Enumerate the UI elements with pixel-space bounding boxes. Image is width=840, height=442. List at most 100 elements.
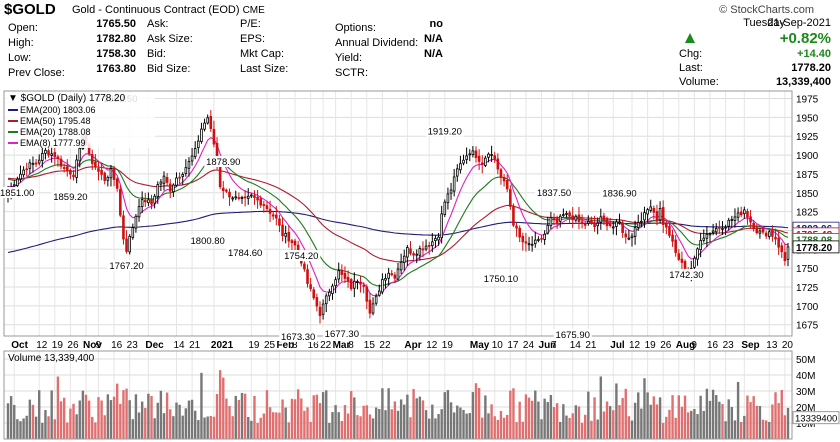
candle-body — [714, 228, 718, 233]
stat-label: Prev Close: — [8, 67, 65, 79]
volume-bar — [62, 397, 66, 439]
volume-bar — [69, 408, 72, 439]
volume-bar — [549, 394, 553, 439]
candle-body — [119, 189, 122, 216]
volume-bar — [243, 393, 247, 439]
time-tick-label: 22 — [379, 340, 391, 351]
volume-bar — [178, 404, 181, 439]
price-tick-label: 1675 — [796, 321, 819, 332]
annotation-bg — [51, 190, 90, 202]
volume-bar — [783, 415, 787, 439]
candle-body — [212, 128, 216, 145]
volume-bar — [156, 402, 159, 439]
candle-body — [434, 238, 437, 242]
candle-body — [537, 239, 540, 241]
time-tick-label: 19 — [442, 340, 454, 351]
volume-bar — [272, 412, 275, 439]
candle-body — [109, 168, 113, 179]
volume-bar — [203, 417, 206, 439]
volume-tick-label: 20M — [796, 403, 815, 414]
candle-body — [443, 201, 447, 215]
candle-body — [406, 247, 409, 258]
time-tick-label: 19 — [645, 340, 657, 351]
candle-body — [203, 122, 206, 130]
volume-bar — [543, 398, 546, 439]
volume-bar — [19, 421, 22, 439]
time-tick-label: 16 — [308, 340, 320, 351]
volume-bar — [534, 390, 537, 439]
exchange: CME — [242, 5, 265, 16]
volume-bar — [671, 395, 674, 439]
volume-bar — [162, 413, 166, 439]
candle-body — [193, 148, 197, 157]
candle-body — [602, 215, 606, 221]
volume-bar — [646, 392, 649, 439]
candle-body — [200, 128, 203, 142]
legend-entry: EMA(8) 1777.99 — [20, 138, 86, 148]
volume-bar — [630, 420, 634, 439]
volume-bar — [140, 401, 144, 439]
stat-value: N/A — [424, 33, 443, 45]
volume-bar — [474, 383, 478, 439]
candle-body — [271, 214, 275, 217]
candle-body — [749, 216, 752, 223]
candle-body — [661, 207, 665, 225]
volume-value: 13,339,400 — [775, 76, 831, 88]
candle-body — [724, 226, 727, 229]
price-tick-label: 1700 — [796, 302, 819, 313]
candle-body — [574, 215, 578, 221]
volume-bar — [256, 422, 259, 439]
volume-bar — [284, 407, 287, 439]
volume-bar — [53, 419, 56, 439]
volume-bar — [187, 400, 191, 439]
volume-bar — [56, 376, 60, 439]
candle-body — [758, 230, 762, 234]
candle-body — [94, 161, 97, 168]
candle-body — [37, 159, 41, 164]
candle-body — [147, 199, 150, 204]
last-value: 1778.20 — [791, 62, 831, 74]
volume-bar — [761, 419, 765, 439]
time-tick-label: Jul — [610, 340, 625, 351]
candle-body — [627, 237, 631, 240]
volume-bar — [446, 390, 450, 439]
price-tag-box — [792, 240, 840, 254]
volume-bar — [496, 419, 500, 439]
volume-bar — [686, 412, 690, 439]
candle-body — [72, 174, 75, 178]
price-tick-label: 1725 — [796, 283, 819, 294]
stat-row: Low: 1758.30 — [8, 48, 136, 64]
candle-body — [455, 168, 459, 177]
candle-body — [699, 240, 702, 250]
candle-body — [596, 222, 599, 227]
candle-body — [78, 148, 82, 162]
volume-bar — [356, 415, 359, 439]
stat-label: Bid: — [147, 48, 166, 60]
time-tick-label: Jun — [539, 340, 557, 351]
candle-body — [477, 155, 481, 162]
volume-bar — [690, 410, 693, 439]
candle-body — [122, 215, 125, 240]
candle-body — [250, 194, 253, 197]
volume-bar — [84, 394, 88, 439]
time-tick-label: 23 — [723, 340, 735, 351]
candle-body — [409, 248, 412, 254]
volume-bar — [206, 416, 209, 439]
candle-body — [399, 261, 403, 271]
volume-bar — [459, 407, 462, 439]
volume-bar — [134, 394, 138, 439]
volume-bar — [47, 416, 50, 439]
candle-body — [527, 243, 531, 246]
volume-bar — [730, 406, 734, 439]
volume-bar — [122, 390, 125, 439]
candle-body — [727, 219, 731, 227]
volume-bar — [159, 390, 163, 439]
stat-row: High: 1782.80 — [8, 33, 136, 49]
candle-body — [524, 241, 528, 244]
volume-tick-label: 10M — [796, 419, 815, 430]
volume-bar — [602, 411, 606, 439]
volume-bar — [231, 416, 234, 439]
volume-bar — [468, 413, 471, 439]
time-tick-label: 21 — [585, 340, 597, 351]
price-tag: 1778.20 — [796, 243, 833, 254]
